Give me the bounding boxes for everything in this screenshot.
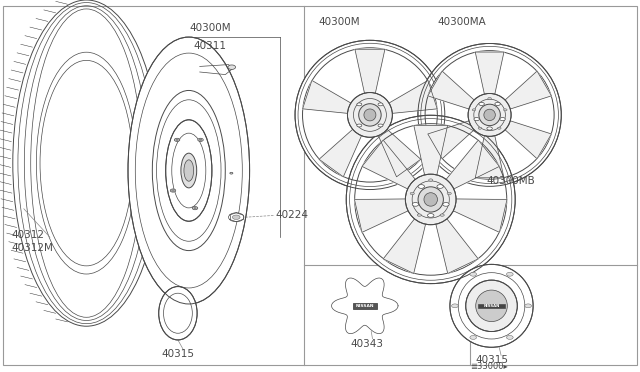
Circle shape — [232, 215, 240, 219]
Text: 40343: 40343 — [351, 339, 384, 349]
Polygon shape — [452, 199, 507, 232]
Polygon shape — [504, 121, 552, 159]
Polygon shape — [414, 125, 447, 176]
Circle shape — [410, 192, 414, 195]
Polygon shape — [378, 129, 420, 177]
Text: 40300M: 40300M — [318, 17, 360, 27]
Text: ≣33000▸: ≣33000▸ — [470, 362, 508, 371]
Circle shape — [378, 124, 383, 127]
Circle shape — [479, 102, 484, 106]
Circle shape — [495, 102, 500, 106]
Polygon shape — [319, 129, 362, 177]
Circle shape — [525, 304, 531, 308]
Ellipse shape — [450, 264, 533, 347]
Text: 40312: 40312 — [12, 230, 45, 240]
Text: NISSAN: NISSAN — [356, 304, 374, 308]
Circle shape — [172, 190, 174, 191]
Ellipse shape — [466, 280, 517, 331]
Ellipse shape — [479, 104, 500, 126]
Circle shape — [447, 192, 451, 195]
Ellipse shape — [476, 290, 508, 321]
Circle shape — [470, 336, 477, 339]
Circle shape — [487, 127, 492, 130]
Ellipse shape — [346, 115, 515, 283]
Ellipse shape — [295, 40, 445, 190]
Circle shape — [437, 185, 444, 188]
Ellipse shape — [128, 37, 250, 304]
Circle shape — [174, 138, 180, 141]
Circle shape — [497, 127, 501, 129]
Circle shape — [506, 272, 513, 276]
Circle shape — [506, 336, 513, 339]
Text: 40315: 40315 — [162, 349, 195, 359]
Circle shape — [170, 189, 176, 192]
Text: 40224: 40224 — [276, 211, 309, 220]
Circle shape — [228, 65, 236, 70]
Circle shape — [452, 304, 458, 308]
Polygon shape — [388, 80, 437, 113]
Ellipse shape — [348, 93, 392, 137]
Circle shape — [198, 138, 204, 141]
Circle shape — [440, 214, 444, 217]
Polygon shape — [355, 199, 409, 232]
Circle shape — [230, 172, 233, 174]
Polygon shape — [504, 71, 552, 109]
Polygon shape — [428, 71, 475, 109]
Circle shape — [478, 127, 482, 129]
Circle shape — [357, 103, 362, 106]
Polygon shape — [476, 52, 504, 95]
Ellipse shape — [405, 174, 456, 225]
FancyBboxPatch shape — [478, 304, 505, 308]
Ellipse shape — [364, 109, 376, 121]
Circle shape — [357, 124, 362, 127]
Text: 40315: 40315 — [476, 355, 509, 365]
Ellipse shape — [484, 109, 495, 121]
Circle shape — [500, 118, 505, 121]
Ellipse shape — [358, 104, 381, 126]
Text: 40311: 40311 — [193, 41, 227, 51]
Circle shape — [472, 109, 476, 111]
Circle shape — [228, 213, 244, 222]
Circle shape — [470, 272, 477, 276]
Circle shape — [488, 97, 492, 100]
Text: 40300MB: 40300MB — [486, 176, 535, 186]
Ellipse shape — [159, 286, 197, 340]
Ellipse shape — [181, 153, 196, 188]
Ellipse shape — [184, 160, 194, 181]
Ellipse shape — [418, 44, 561, 186]
Ellipse shape — [468, 93, 511, 137]
Circle shape — [443, 202, 449, 206]
FancyBboxPatch shape — [353, 303, 376, 309]
Text: 40300M: 40300M — [189, 22, 231, 32]
Polygon shape — [428, 121, 475, 159]
Circle shape — [418, 185, 424, 188]
Polygon shape — [362, 140, 416, 189]
Polygon shape — [332, 278, 398, 334]
Ellipse shape — [166, 120, 212, 221]
Text: 40312M: 40312M — [12, 243, 53, 253]
Ellipse shape — [418, 187, 444, 212]
Polygon shape — [445, 140, 499, 189]
Circle shape — [417, 214, 421, 217]
Text: NISSAN: NISSAN — [483, 304, 500, 308]
Circle shape — [378, 103, 383, 106]
Circle shape — [504, 109, 507, 111]
Circle shape — [412, 202, 419, 206]
Circle shape — [199, 139, 202, 141]
Circle shape — [428, 214, 434, 217]
Circle shape — [474, 118, 479, 121]
Polygon shape — [436, 218, 478, 273]
Polygon shape — [383, 218, 426, 273]
Text: 40300MA: 40300MA — [437, 17, 486, 27]
Polygon shape — [476, 135, 504, 178]
Circle shape — [192, 206, 198, 210]
Circle shape — [176, 139, 179, 141]
Circle shape — [194, 208, 196, 209]
Ellipse shape — [424, 193, 438, 206]
Polygon shape — [303, 80, 351, 113]
Polygon shape — [355, 49, 385, 94]
Circle shape — [429, 179, 433, 181]
